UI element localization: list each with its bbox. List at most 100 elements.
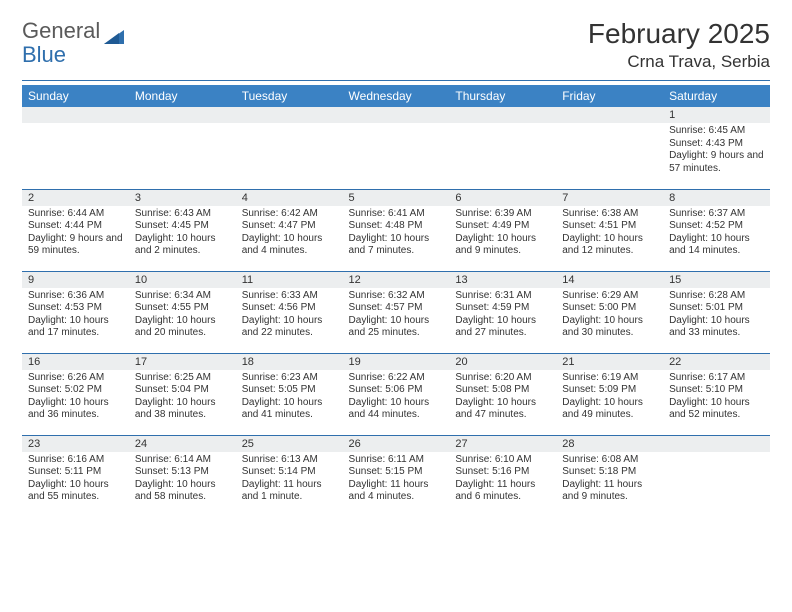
sunrise-text: Sunrise: 6:36 AM — [28, 290, 123, 303]
day-number: 24 — [129, 436, 236, 452]
day-number: 17 — [129, 354, 236, 370]
sunset-text: Sunset: 4:59 PM — [455, 302, 550, 315]
calendar-cell: 13Sunrise: 6:31 AMSunset: 4:59 PMDayligh… — [449, 271, 556, 353]
day-details: Sunrise: 6:23 AMSunset: 5:05 PMDaylight:… — [236, 370, 343, 426]
daylight-text: Daylight: 10 hours and 47 minutes. — [455, 397, 550, 422]
sunset-text: Sunset: 4:53 PM — [28, 302, 123, 315]
calendar-cell: 18Sunrise: 6:23 AMSunset: 5:05 PMDayligh… — [236, 353, 343, 435]
sunset-text: Sunset: 4:47 PM — [242, 220, 337, 233]
sunrise-text: Sunrise: 6:43 AM — [135, 208, 230, 221]
calendar-cell: 15Sunrise: 6:28 AMSunset: 5:01 PMDayligh… — [663, 271, 770, 353]
daylight-text: Daylight: 10 hours and 55 minutes. — [28, 479, 123, 504]
day-number: 11 — [236, 272, 343, 288]
sunrise-text: Sunrise: 6:28 AM — [669, 290, 764, 303]
sunrise-text: Sunrise: 6:45 AM — [669, 125, 764, 138]
calendar-table: SundayMondayTuesdayWednesdayThursdayFrid… — [22, 85, 770, 517]
calendar-row: 1Sunrise: 6:45 AMSunset: 4:43 PMDaylight… — [22, 107, 770, 189]
day-number: 8 — [663, 190, 770, 206]
calendar-cell: 5Sunrise: 6:41 AMSunset: 4:48 PMDaylight… — [343, 189, 450, 271]
sunrise-text: Sunrise: 6:14 AM — [135, 454, 230, 467]
sunset-text: Sunset: 5:13 PM — [135, 466, 230, 479]
daylight-text: Daylight: 10 hours and 20 minutes. — [135, 315, 230, 340]
day-number: 14 — [556, 272, 663, 288]
day-details: Sunrise: 6:44 AMSunset: 4:44 PMDaylight:… — [22, 206, 129, 262]
day-number: 6 — [449, 190, 556, 206]
sunrise-text: Sunrise: 6:29 AM — [562, 290, 657, 303]
sunrise-text: Sunrise: 6:17 AM — [669, 372, 764, 385]
day-details: Sunrise: 6:36 AMSunset: 4:53 PMDaylight:… — [22, 288, 129, 344]
day-number: 4 — [236, 190, 343, 206]
sunset-text: Sunset: 4:45 PM — [135, 220, 230, 233]
day-details: Sunrise: 6:20 AMSunset: 5:08 PMDaylight:… — [449, 370, 556, 426]
day-number: 3 — [129, 190, 236, 206]
calendar-cell: 2Sunrise: 6:44 AMSunset: 4:44 PMDaylight… — [22, 189, 129, 271]
day-number: 16 — [22, 354, 129, 370]
sunset-text: Sunset: 5:11 PM — [28, 466, 123, 479]
sunrise-text: Sunrise: 6:13 AM — [242, 454, 337, 467]
day-number: 27 — [449, 436, 556, 452]
calendar-cell: 8Sunrise: 6:37 AMSunset: 4:52 PMDaylight… — [663, 189, 770, 271]
sunset-text: Sunset: 5:04 PM — [135, 384, 230, 397]
day-details: Sunrise: 6:19 AMSunset: 5:09 PMDaylight:… — [556, 370, 663, 426]
calendar-row: 2Sunrise: 6:44 AMSunset: 4:44 PMDaylight… — [22, 189, 770, 271]
calendar-row: 16Sunrise: 6:26 AMSunset: 5:02 PMDayligh… — [22, 353, 770, 435]
day-details: Sunrise: 6:34 AMSunset: 4:55 PMDaylight:… — [129, 288, 236, 344]
day-details: Sunrise: 6:08 AMSunset: 5:18 PMDaylight:… — [556, 452, 663, 508]
sunset-text: Sunset: 5:15 PM — [349, 466, 444, 479]
day-details: Sunrise: 6:26 AMSunset: 5:02 PMDaylight:… — [22, 370, 129, 426]
calendar-cell — [236, 107, 343, 189]
calendar-cell — [343, 107, 450, 189]
day-number: 12 — [343, 272, 450, 288]
sunset-text: Sunset: 5:00 PM — [562, 302, 657, 315]
calendar-cell: 3 Sunrise: 6:43 AMSunset: 4:45 PMDaylight… — [129, 189, 236, 271]
sunset-text: Sunset: 5:14 PM — [242, 466, 337, 479]
day-details: Sunrise: 6:22 AMSunset: 5:06 PMDaylight:… — [343, 370, 450, 426]
day-number — [449, 107, 556, 123]
calendar-cell — [449, 107, 556, 189]
sunrise-text: Sunrise: 6:39 AM — [455, 208, 550, 221]
weekday-header: Wednesday — [343, 85, 450, 107]
day-details: Sunrise: 6:29 AMSunset: 5:00 PMDaylight:… — [556, 288, 663, 344]
calendar-body: 1Sunrise: 6:45 AMSunset: 4:43 PMDaylight… — [22, 107, 770, 517]
calendar-cell — [22, 107, 129, 189]
day-details: Sunrise: 6:32 AMSunset: 4:57 PMDaylight:… — [343, 288, 450, 344]
daylight-text: Daylight: 10 hours and 38 minutes. — [135, 397, 230, 422]
sunrise-text: Sunrise: 6:32 AM — [349, 290, 444, 303]
day-details: Sunrise: 6:39 AMSunset: 4:49 PMDaylight:… — [449, 206, 556, 262]
daylight-text: Daylight: 11 hours and 6 minutes. — [455, 479, 550, 504]
daylight-text: Daylight: 10 hours and 30 minutes. — [562, 315, 657, 340]
sunset-text: Sunset: 4:44 PM — [28, 220, 123, 233]
calendar-cell: 19Sunrise: 6:22 AMSunset: 5:06 PMDayligh… — [343, 353, 450, 435]
daylight-text: Daylight: 11 hours and 4 minutes. — [349, 479, 444, 504]
day-number — [343, 107, 450, 123]
sunrise-text: Sunrise: 6:16 AM — [28, 454, 123, 467]
daylight-text: Daylight: 10 hours and 12 minutes. — [562, 233, 657, 258]
sunrise-text: Sunrise: 6:10 AM — [455, 454, 550, 467]
brand-part1: General — [22, 18, 100, 44]
day-details: Sunrise: 6:38 AMSunset: 4:51 PMDaylight:… — [556, 206, 663, 262]
daylight-text: Daylight: 10 hours and 41 minutes. — [242, 397, 337, 422]
daylight-text: Daylight: 10 hours and 14 minutes. — [669, 233, 764, 258]
weekday-header: Tuesday — [236, 85, 343, 107]
day-number: 9 — [22, 272, 129, 288]
brand-part2: Blue — [22, 42, 66, 68]
sunrise-text: Sunrise: 6:23 AM — [242, 372, 337, 385]
daylight-text: Daylight: 9 hours and 59 minutes. — [28, 233, 123, 258]
day-number: 2 — [22, 190, 129, 206]
day-number: 13 — [449, 272, 556, 288]
daylight-text: Daylight: 10 hours and 17 minutes. — [28, 315, 123, 340]
weekday-header: Friday — [556, 85, 663, 107]
sunrise-text: Sunrise: 6:26 AM — [28, 372, 123, 385]
day-number: 25 — [236, 436, 343, 452]
sunset-text: Sunset: 4:57 PM — [349, 302, 444, 315]
calendar-row: 23Sunrise: 6:16 AMSunset: 5:11 PMDayligh… — [22, 435, 770, 517]
sunrise-text: Sunrise: 6:25 AM — [135, 372, 230, 385]
sunrise-text: Sunrise: 6:38 AM — [562, 208, 657, 221]
calendar-cell — [129, 107, 236, 189]
calendar-cell: 27Sunrise: 6:10 AMSunset: 5:16 PMDayligh… — [449, 435, 556, 517]
weekday-header: Thursday — [449, 85, 556, 107]
daylight-text: Daylight: 10 hours and 2 minutes. — [135, 233, 230, 258]
header: General February 2025 Crna Trava, Serbia — [22, 18, 770, 72]
title-block: February 2025 Crna Trava, Serbia — [588, 18, 770, 72]
calendar-cell — [556, 107, 663, 189]
